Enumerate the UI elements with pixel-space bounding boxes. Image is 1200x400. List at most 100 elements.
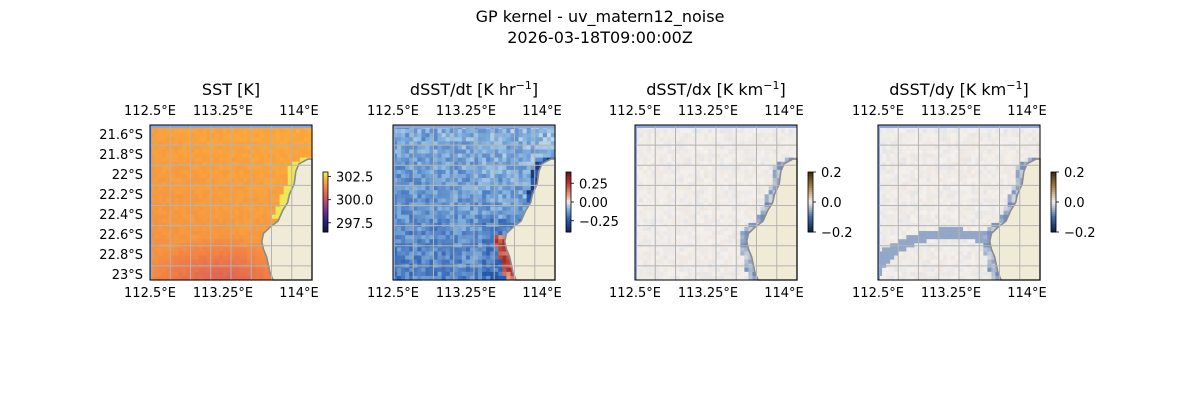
heatmap-cell [409,137,414,142]
heatmap-cell [421,231,426,236]
heatmap-cell [675,145,681,151]
colorbar-tick-label: −0.2 [821,226,853,241]
heatmap-cell [639,247,644,253]
heatmap-cell [158,145,163,151]
heatmap-cell [898,141,903,146]
heatmap-cell [651,271,656,277]
heatmap-cell [182,218,188,224]
heatmap-cell [393,169,398,175]
heatmap-cell [760,210,766,216]
heatmap-cell [954,129,960,134]
colorbar-segment [566,186,571,189]
heatmap-cell [550,145,556,151]
heatmap-cell [166,129,171,134]
heatmap-cell [397,169,402,175]
heatmap-cell [890,190,895,195]
heatmap-cell [983,137,988,142]
heatmap-cell [453,145,459,151]
heatmap-cell [239,218,244,224]
heatmap-cell [239,145,244,151]
heatmap-cell [425,218,431,224]
heatmap-cell [287,157,293,163]
heatmap-cell [235,194,240,200]
heatmap-cell [792,129,798,134]
heatmap-cell [486,251,491,257]
heatmap-cell [894,153,899,159]
x-tick-label: 114°E [279,286,319,301]
heatmap-cell [1019,129,1025,134]
heatmap-cell [647,251,652,257]
heatmap-cell [486,133,491,138]
heatmap-cell [946,161,952,167]
heatmap-cell [214,202,220,208]
heatmap-cell [675,153,681,159]
heatmap-cell [299,153,305,159]
heatmap-cell [397,259,402,265]
heatmap-cell [635,165,640,171]
heatmap-cell [231,239,236,244]
land-mass [503,158,556,281]
heatmap-cell [647,226,652,232]
heatmap-cell [987,210,992,216]
heatmap-cell [707,198,713,204]
heatmap-cell [259,194,264,200]
heatmap-cell [469,161,475,167]
heatmap-cell [518,133,524,138]
heatmap-cell [222,247,228,253]
heatmap-cell [259,190,264,195]
heatmap-cell [550,137,556,142]
heatmap-cell [194,267,200,273]
heatmap-cell [190,247,196,253]
heatmap-cell [748,218,754,224]
heatmap-cell [707,145,713,151]
heatmap-cell [687,226,693,232]
heatmap-cell [498,186,503,191]
heatmap-cell [295,129,301,134]
heatmap-cell [275,186,281,191]
heatmap-cell [482,210,487,216]
colorbar-tick-label: 0.2 [821,166,842,181]
heatmap-cell [429,235,435,240]
heatmap-cell [663,194,668,200]
heatmap-cell [1015,161,1021,167]
heatmap-cell [675,210,681,216]
heatmap-cell [675,157,681,163]
heatmap-cell [967,141,972,146]
heatmap-cell [910,137,916,142]
heatmap-cell [691,145,697,151]
heatmap-cell [457,186,463,191]
heatmap-cell [720,129,725,134]
heatmap-cell [429,239,435,244]
heatmap-cell [413,129,418,134]
heatmap-cell [683,202,689,208]
x-tick-label: 112.5°E [609,104,661,119]
heatmap-cell [194,255,200,261]
heatmap-cell [267,141,273,146]
heatmap-cell [498,235,503,240]
heatmap-cell [918,190,924,195]
heatmap-cell [639,198,644,204]
heatmap-cell [1011,149,1017,155]
heatmap-cell [226,267,232,273]
heatmap-cell [756,161,762,167]
heatmap-cell [178,235,183,240]
heatmap-cell [683,137,689,142]
heatmap-cell [259,161,264,167]
heatmap-cell [231,202,236,208]
heatmap-cell [247,255,252,261]
heatmap-cell [482,173,487,179]
heatmap-cell [643,186,648,191]
heatmap-cell [255,173,260,179]
heatmap-cell [643,271,648,277]
heatmap-cell [287,173,293,179]
heatmap-cell [409,214,414,220]
heatmap-cell [760,169,766,175]
heatmap-cell [720,251,725,257]
heatmap-cell [445,137,451,142]
heatmap-cell [768,157,774,163]
heatmap-cell [942,153,948,159]
heatmap-cell [210,231,216,236]
heatmap-cell [534,173,540,179]
heatmap-cell [218,271,224,277]
heatmap-cell [506,133,512,138]
